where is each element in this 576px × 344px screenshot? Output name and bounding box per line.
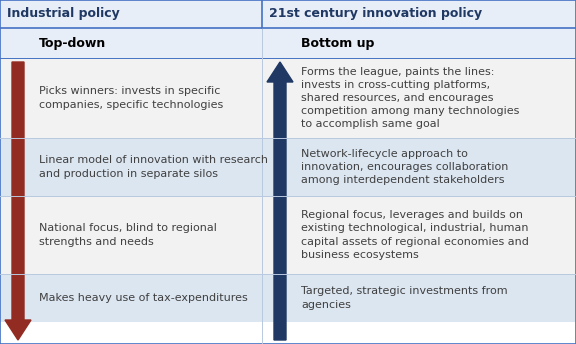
Text: Picks winners: invests in specific
companies, specific technologies: Picks winners: invests in specific compa… bbox=[39, 86, 223, 110]
Bar bbox=[0, 196, 576, 274]
Text: Targeted, strategic investments from
agencies: Targeted, strategic investments from age… bbox=[301, 287, 507, 310]
Text: 21st century innovation policy: 21st century innovation policy bbox=[269, 8, 482, 21]
Text: Top-down: Top-down bbox=[39, 36, 106, 50]
Text: Network-lifecycle approach to
innovation, encourages collaboration
among interde: Network-lifecycle approach to innovation… bbox=[301, 149, 509, 185]
Text: Forms the league, paints the lines:
invests in cross-cutting platforms,
shared r: Forms the league, paints the lines: inve… bbox=[301, 67, 520, 129]
Bar bbox=[0, 274, 576, 322]
Bar bbox=[0, 138, 576, 196]
FancyArrow shape bbox=[267, 62, 293, 340]
Bar bbox=[0, 58, 576, 138]
Bar bbox=[0, 28, 576, 58]
Text: Industrial policy: Industrial policy bbox=[7, 8, 120, 21]
Text: Bottom up: Bottom up bbox=[301, 36, 374, 50]
Bar bbox=[0, 0, 576, 28]
Text: National focus, blind to regional
strengths and needs: National focus, blind to regional streng… bbox=[39, 223, 217, 247]
FancyArrow shape bbox=[5, 62, 31, 340]
Text: Linear model of innovation with research
and production in separate silos: Linear model of innovation with research… bbox=[39, 155, 268, 179]
Text: Regional focus, leverages and builds on
existing technological, industrial, huma: Regional focus, leverages and builds on … bbox=[301, 210, 529, 260]
Text: Makes heavy use of tax-expenditures: Makes heavy use of tax-expenditures bbox=[39, 293, 248, 303]
